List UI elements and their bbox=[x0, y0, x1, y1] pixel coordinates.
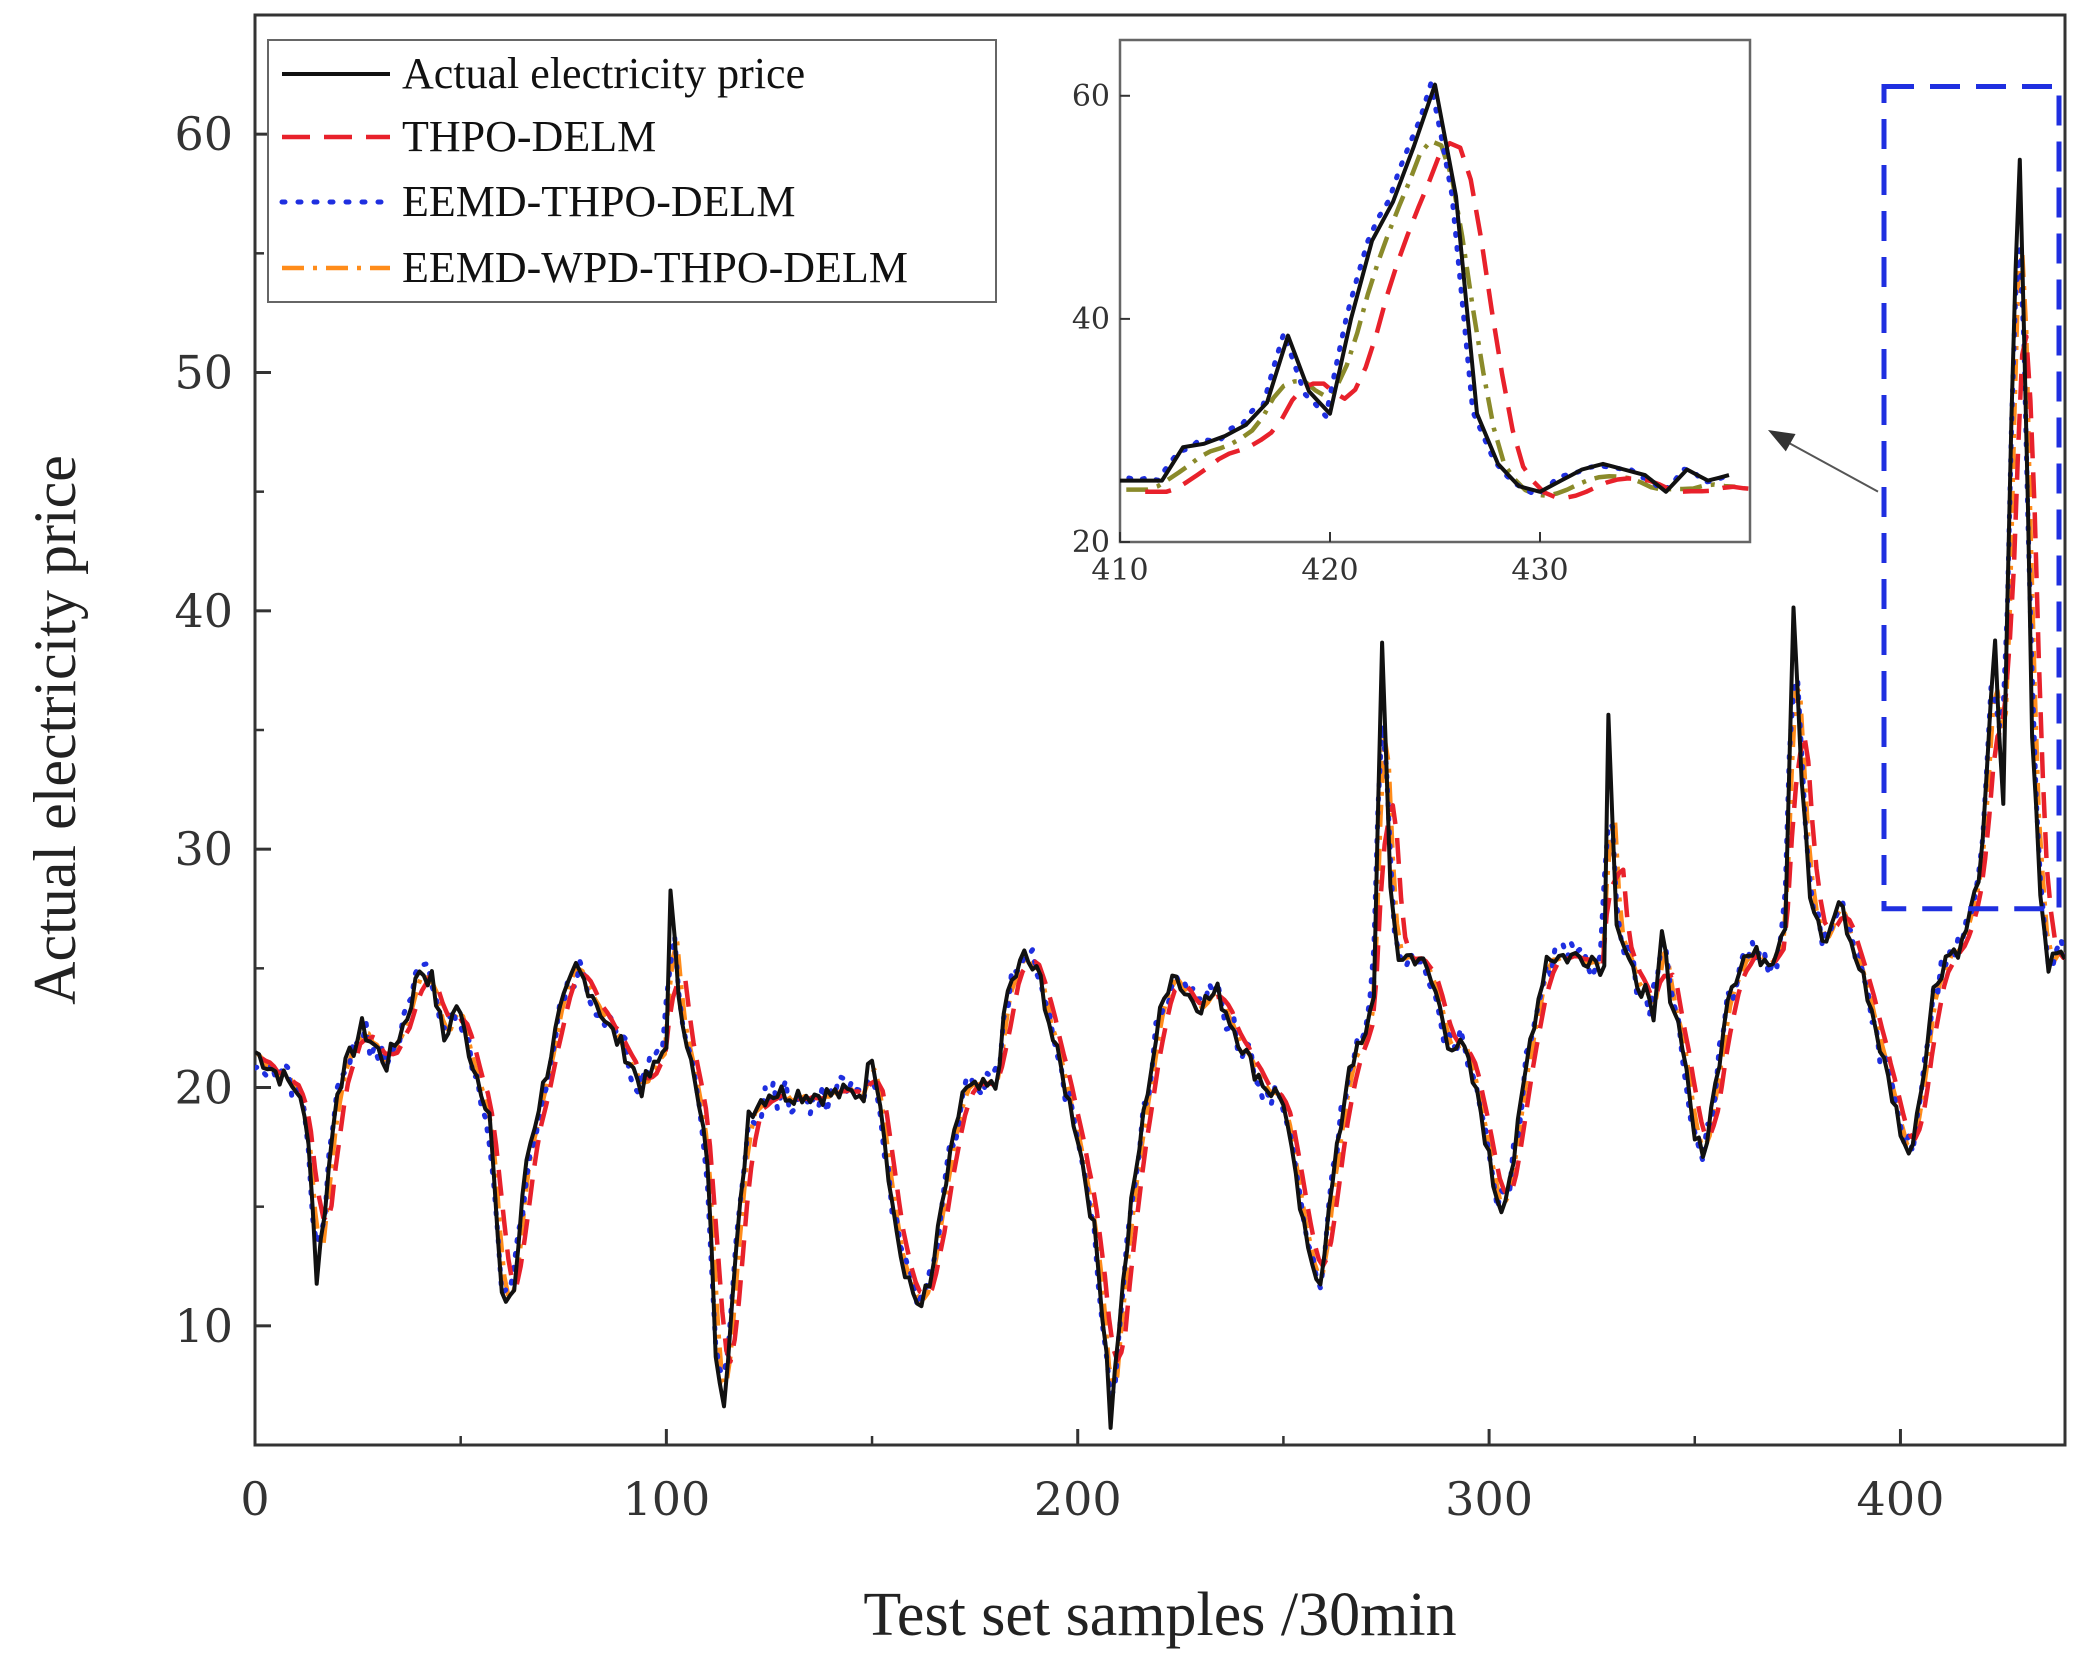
series-line-actual-electricity-price bbox=[255, 157, 2065, 1430]
inset-axes: 410 420 430 20 40 60 bbox=[1072, 79, 1569, 588]
inset-x-tick-label: 420 bbox=[1301, 553, 1358, 588]
x-axis-title: Test set samples /30min bbox=[863, 1581, 1456, 1649]
y-tick-label: 30 bbox=[174, 822, 233, 876]
y-tick-label: 50 bbox=[174, 346, 233, 400]
inset-x-tick-label: 430 bbox=[1511, 553, 1568, 588]
x-tick-label: 0 bbox=[240, 1472, 269, 1526]
inset-series-line-actual-electricity-price bbox=[1120, 82, 1730, 494]
legend-label-thpo: THPO-DELM bbox=[402, 112, 656, 161]
y-tick-label: 10 bbox=[174, 1299, 233, 1353]
series-line-eemd-wpd-thpo-delm bbox=[255, 249, 2065, 1386]
y-axis-title: Actual electricity price bbox=[22, 455, 88, 1005]
inset-y-tick-label: 60 bbox=[1072, 79, 1110, 114]
main-series bbox=[255, 157, 2065, 1430]
y-tick-label: 20 bbox=[174, 1061, 233, 1115]
x-tick-label: 300 bbox=[1445, 1472, 1533, 1526]
zoom-box bbox=[1881, 84, 2062, 912]
legend-label-eemd-wpd: EEMD-WPD-THPO-DELM bbox=[402, 243, 908, 292]
y-tick-label: 40 bbox=[174, 584, 233, 638]
inset-y-tick-label: 40 bbox=[1072, 302, 1110, 337]
legend-label-eemd: EEMD-THPO-DELM bbox=[402, 177, 796, 226]
legend: Actual electricity price THPO-DELM EEMD-… bbox=[267, 39, 997, 303]
legend-box bbox=[267, 39, 997, 303]
zoom-arrow-head bbox=[1768, 430, 1796, 452]
main-axes: 0 100 200 300 400 10 20 30 40 50 60 bbox=[174, 13, 1945, 1526]
inset-series bbox=[1120, 81, 1750, 501]
x-tick-label: 400 bbox=[1857, 1472, 1945, 1526]
inset-x-tick-label: 410 bbox=[1091, 553, 1148, 588]
legend-label-actual: Actual electricity price bbox=[402, 49, 805, 98]
inset-panel bbox=[1118, 38, 1752, 544]
x-tick-label: 100 bbox=[622, 1472, 710, 1526]
zoom-arrow bbox=[1777, 436, 1879, 493]
inset-y-tick-label: 20 bbox=[1072, 525, 1110, 560]
series-line-thpo-delm bbox=[260, 334, 2065, 1364]
y-tick-label: 60 bbox=[174, 107, 233, 161]
x-tick-label: 200 bbox=[1034, 1472, 1122, 1526]
